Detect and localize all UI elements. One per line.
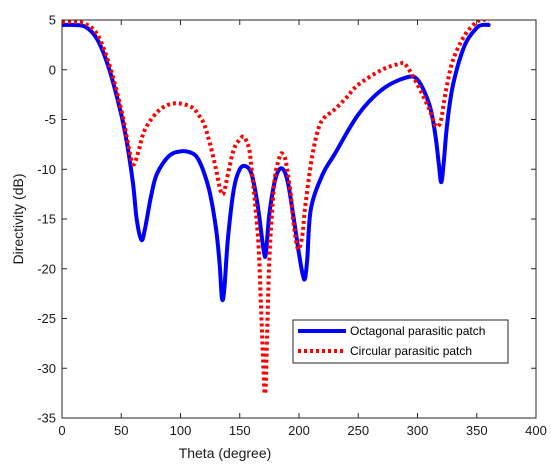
x-tick-label: 400 [525, 423, 547, 438]
x-tick-label: 0 [58, 423, 65, 438]
y-axis: 5 0 -5 -10 -15 -20 -25 -30 -35 [37, 13, 536, 426]
y-tick-label: -10 [37, 162, 56, 177]
y-tick-label: -30 [37, 361, 56, 376]
legend-label-octagonal: Octagonal parasitic patch [350, 324, 485, 338]
y-tick-label: -25 [37, 311, 56, 326]
y-tick-label: 5 [49, 13, 56, 28]
x-tick-label: 200 [288, 423, 310, 438]
x-tick-label: 350 [466, 423, 488, 438]
y-tick-label: 0 [49, 62, 56, 77]
y-tick-label: -5 [44, 112, 56, 127]
x-tick-label: 250 [347, 423, 369, 438]
y-tick-label: -15 [37, 212, 56, 227]
y-tick-label: -35 [37, 411, 56, 426]
series-layer [62, 20, 491, 396]
x-tick-label: 50 [114, 423, 128, 438]
x-tick-label: 100 [170, 423, 192, 438]
y-axis-label: Directivity (dB) [10, 173, 26, 264]
legend: Octagonal parasitic patch Circular paras… [292, 319, 509, 364]
legend-box [292, 319, 509, 364]
x-tick-label: 150 [229, 423, 251, 438]
legend-label-circular: Circular parasitic patch [350, 344, 472, 358]
x-axis: 0 50 100 150 200 250 300 350 400 [58, 20, 547, 438]
series-line-circular [62, 20, 490, 396]
y-tick-label: -20 [37, 261, 56, 276]
x-tick-label: 300 [407, 423, 429, 438]
x-axis-label: Theta (degree) [179, 445, 272, 461]
